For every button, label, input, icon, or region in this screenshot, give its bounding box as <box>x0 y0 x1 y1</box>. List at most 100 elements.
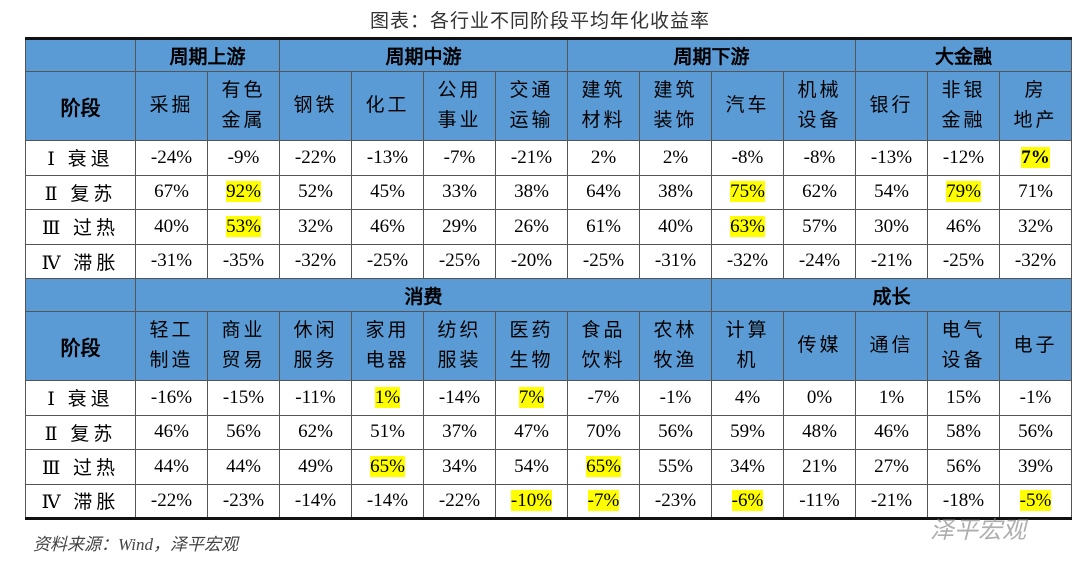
highlighted-value: 92% <box>226 181 261 203</box>
column-header-line: 服务 <box>293 350 338 371</box>
column-header-line: 公用 <box>437 80 482 101</box>
corner-cell <box>25 38 136 72</box>
highlighted-value: 65% <box>370 455 405 477</box>
value-cell: 53% <box>207 209 280 245</box>
value: -31% <box>654 250 697 272</box>
value: 59% <box>730 421 765 443</box>
value-cell: 63% <box>711 209 784 245</box>
value-cell: -21% <box>855 243 928 279</box>
value-cell: -14% <box>279 483 352 519</box>
value-cell: 26% <box>495 209 568 245</box>
column-header-line: 电子 <box>1013 335 1058 356</box>
value-cell: 57% <box>783 209 856 245</box>
value: 58% <box>946 421 981 443</box>
column-header-row: 阶段 采掘 有色 金属 钢铁 化工 公用 事业 交通 运输 建筑 材料 建筑 装饰 汽车 机械 设备 银行 非银 金融… <box>25 71 1072 141</box>
value: -24% <box>798 250 841 272</box>
value: 64% <box>586 181 621 203</box>
value: 39% <box>1018 455 1053 477</box>
value-cell: -22% <box>423 483 496 519</box>
data-row: Ⅲ 过热 40% 53% 32% 46% 29% 26% 61% 40% 63% 57% 30% 46%… <box>25 209 1072 245</box>
value-cell: 49% <box>279 449 352 485</box>
table-body: 周期上游 周期中游 周期下游 大金融 阶段 采掘 有色 金属 钢铁 化工 公用 事业 交通 运输 建筑 材料建… <box>25 38 1072 519</box>
value: 48% <box>802 421 837 443</box>
value: 38% <box>514 181 549 203</box>
value: -35% <box>222 250 265 272</box>
value-cell: 34% <box>711 449 784 485</box>
value: 56% <box>658 421 693 443</box>
value: -11% <box>295 386 336 408</box>
value-cell: 62% <box>783 174 856 210</box>
value-cell: 39% <box>999 449 1072 485</box>
column-header-row: 阶段 轻工 制造 商业 贸易 休闲 服务 家用 电器 纺织 服装 医药 生物 食品 饮料 农林 牧渔 计算机传媒通… <box>25 311 1072 381</box>
value-cell: 56% <box>999 414 1072 450</box>
value-cell: 71% <box>999 174 1072 210</box>
value: 27% <box>874 455 909 477</box>
column-header-line: 钢铁 <box>293 95 338 116</box>
value-cell: 46% <box>855 414 928 450</box>
group-header: 周期中游 <box>279 38 568 72</box>
value-cell: -8% <box>783 140 856 176</box>
value: -22% <box>150 489 193 511</box>
column-header-line: 服装 <box>437 350 482 371</box>
value: 61% <box>586 215 621 237</box>
value: -9% <box>227 146 260 168</box>
value-cell: -31% <box>639 243 712 279</box>
value-cell: -14% <box>423 380 496 416</box>
value-cell: -23% <box>207 483 280 519</box>
value: 34% <box>730 455 765 477</box>
column-header-line: 食品 <box>581 320 626 341</box>
title: 图表：各行业不同阶段平均年化收益率 <box>369 11 710 32</box>
value: -16% <box>150 386 193 408</box>
value: 0% <box>806 386 833 408</box>
column-header-line: 轻工 <box>149 320 194 341</box>
value-cell: -35% <box>207 243 280 279</box>
value: 57% <box>802 215 837 237</box>
value-cell: 44% <box>207 449 280 485</box>
value-cell: 62% <box>279 414 352 450</box>
value: 37% <box>442 421 477 443</box>
value-cell: -7% <box>567 380 640 416</box>
value: 2% <box>590 146 617 168</box>
column-header: 电子 <box>999 311 1072 381</box>
value-cell: -25% <box>351 243 424 279</box>
value: 38% <box>658 181 693 203</box>
value-cell: -22% <box>279 140 352 176</box>
value-cell: -9% <box>207 140 280 176</box>
value: -22% <box>294 146 337 168</box>
value-cell: 37% <box>423 414 496 450</box>
value-cell: -1% <box>639 380 712 416</box>
data-row: Ⅲ 过热 44% 44% 49% 65% 34% 54% 65% 55% 34% 21% 27% 56%… <box>25 449 1072 485</box>
value: 32% <box>298 215 333 237</box>
value: -32% <box>1014 250 1057 272</box>
column-header: 纺织 服装 <box>423 311 496 381</box>
value-cell: 7% <box>999 140 1072 176</box>
value-cell: -15% <box>207 380 280 416</box>
value-cell: -24% <box>783 243 856 279</box>
value-cell: 52% <box>279 174 352 210</box>
column-header: 钢铁 <box>279 71 352 141</box>
value: 40% <box>154 215 189 237</box>
value: 56% <box>226 421 261 443</box>
value: -13% <box>870 146 913 168</box>
value: -21% <box>870 250 913 272</box>
column-header-line: 建筑 <box>581 80 626 101</box>
column-header: 房地产 <box>999 71 1072 141</box>
column-header-line: 计算 <box>725 320 770 341</box>
value: -14% <box>366 489 409 511</box>
value: 52% <box>298 181 333 203</box>
column-header-line: 饮料 <box>581 350 626 371</box>
value: 46% <box>874 421 909 443</box>
data-row: Ⅰ 衰退 -24% -9% -22% -13% -7% -21% 2% 2% -8% -8% -13%… <box>25 140 1072 176</box>
value: -32% <box>726 250 769 272</box>
value-cell: 32% <box>999 209 1072 245</box>
value-cell: 4% <box>711 380 784 416</box>
value-cell: 58% <box>927 414 1000 450</box>
highlighted-value: 1% <box>374 386 401 408</box>
value-cell: 38% <box>639 174 712 210</box>
value-cell: -12% <box>927 140 1000 176</box>
value: 62% <box>802 181 837 203</box>
value: -12% <box>942 146 985 168</box>
value-cell: 2% <box>639 140 712 176</box>
value: -20% <box>510 250 553 272</box>
value: -14% <box>294 489 337 511</box>
